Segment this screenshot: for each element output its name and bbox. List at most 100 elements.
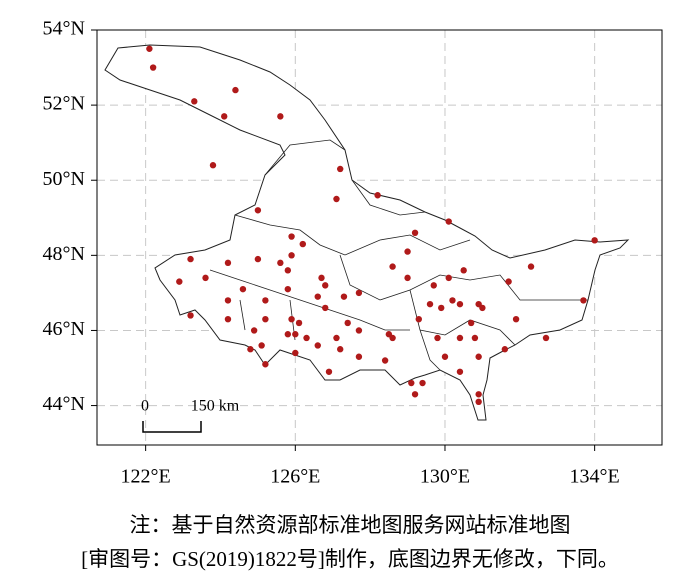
station-point (337, 346, 344, 353)
station-point (374, 192, 381, 199)
y-tick-label: 44°N (43, 393, 85, 415)
station-point (475, 353, 482, 360)
station-point (254, 255, 262, 263)
station-point (176, 278, 183, 285)
station-point (456, 300, 464, 308)
station-point (355, 353, 363, 360)
x-tick-label: 130°E (420, 466, 470, 488)
station-point (475, 391, 482, 398)
station-point (404, 248, 411, 255)
station-point (471, 334, 479, 342)
y-tick-label: 46°N (43, 318, 85, 340)
station-point (415, 315, 422, 323)
x-tick-label: 122°E (121, 466, 171, 488)
station-point (460, 267, 467, 274)
station-point (239, 285, 247, 293)
station-point (456, 334, 464, 342)
station-point (202, 274, 209, 282)
station-point (505, 278, 512, 285)
scale-end: 150 km (191, 398, 240, 415)
x-tick-label: 134°E (570, 466, 620, 488)
station-point (232, 86, 239, 94)
station-point (314, 342, 321, 349)
station-point (404, 274, 411, 282)
station-point (292, 349, 299, 357)
station-point (191, 98, 198, 105)
station-point (434, 334, 441, 342)
station-point (146, 45, 153, 52)
station-point (340, 293, 348, 300)
x-tick-label: 126°E (270, 466, 320, 488)
station-point (333, 334, 340, 342)
station-point (591, 237, 598, 244)
station-point (419, 379, 426, 387)
station-point (262, 315, 269, 323)
station-point (512, 315, 520, 323)
station-point (318, 274, 325, 282)
station-point (262, 361, 269, 368)
station-point (333, 195, 340, 203)
station-point (295, 319, 303, 327)
y-tick-label: 52°N (43, 93, 85, 115)
station-point (325, 368, 333, 375)
caption-line: [审图号：GS(2019)1822号]制作，底图边界无修改，下同。 (81, 547, 619, 571)
station-point (303, 334, 310, 342)
station-point (449, 297, 456, 304)
station-point (250, 327, 258, 334)
station-point (262, 297, 269, 304)
station-point (337, 165, 344, 173)
station-point (430, 282, 437, 289)
station-point (355, 289, 363, 297)
station-point (284, 285, 292, 293)
station-point (149, 64, 157, 71)
station-point (441, 353, 449, 360)
station-point (314, 293, 321, 300)
station-point (288, 315, 295, 323)
station-point (344, 319, 351, 327)
station-point (445, 218, 452, 225)
station-point (389, 334, 396, 342)
station-point (224, 259, 232, 267)
station-point (411, 229, 419, 237)
station-point (224, 315, 232, 323)
station-point (580, 297, 587, 304)
station-point (456, 368, 464, 375)
station-point (475, 398, 482, 406)
station-point (254, 207, 262, 214)
station-point (209, 162, 217, 169)
station-point (381, 357, 389, 364)
station-point (426, 300, 434, 308)
station-point (277, 259, 284, 267)
station-point (284, 267, 292, 274)
caption-line: 注：基于自然资源部标准地图服务网站标准地图 (130, 513, 571, 537)
station-point (501, 346, 509, 353)
station-point (277, 113, 284, 120)
plot-frame (96, 29, 663, 446)
scale-line (142, 421, 202, 433)
station-point (224, 297, 232, 304)
station-point (408, 379, 415, 387)
scale-bar: 0 150 km (141, 398, 240, 433)
station-point (355, 327, 363, 334)
station-point (299, 240, 306, 248)
station-point (284, 331, 292, 338)
station-point (527, 263, 535, 270)
station-point (258, 342, 265, 349)
station-point (187, 255, 194, 263)
region-outline (104, 44, 630, 421)
station-point (438, 304, 445, 312)
y-tick-label: 54°N (43, 18, 85, 40)
y-tick-label: 50°N (43, 168, 85, 190)
station-point (322, 304, 329, 312)
scale-start: 0 (141, 398, 149, 415)
station-point (389, 263, 396, 270)
y-tick-label: 48°N (43, 243, 85, 265)
station-point (411, 391, 419, 398)
station-point (221, 113, 228, 120)
station-point (247, 346, 254, 353)
station-point (445, 274, 452, 282)
station-point (288, 233, 295, 240)
station-point (467, 319, 475, 327)
station-point (322, 282, 329, 289)
